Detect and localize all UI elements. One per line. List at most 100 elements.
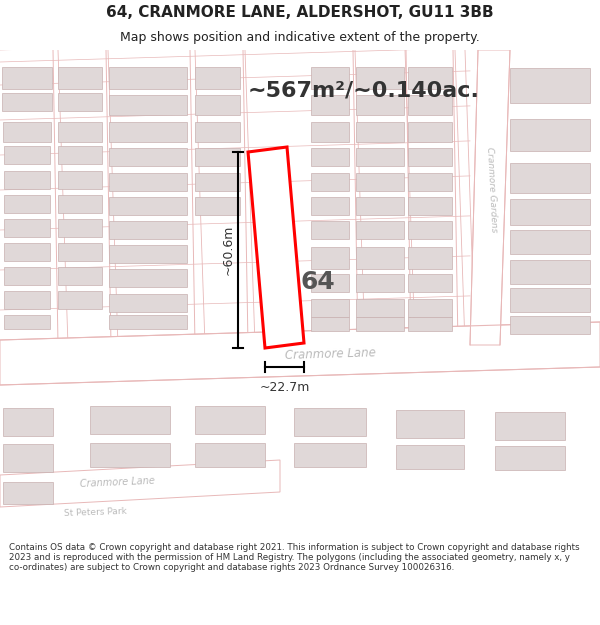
Text: 64, CRANMORE LANE, ALDERSHOT, GU11 3BB: 64, CRANMORE LANE, ALDERSHOT, GU11 3BB <box>106 5 494 20</box>
Bar <box>408 221 452 239</box>
Bar <box>3 482 53 504</box>
Bar <box>58 67 102 89</box>
Bar <box>356 67 404 89</box>
Bar <box>90 443 170 467</box>
Bar <box>109 245 187 263</box>
Bar <box>356 221 404 239</box>
Bar <box>109 294 187 312</box>
Polygon shape <box>0 460 280 507</box>
Bar <box>194 173 239 191</box>
Bar <box>510 288 590 312</box>
Bar <box>58 267 102 285</box>
Bar <box>510 260 590 284</box>
Bar <box>311 148 349 166</box>
Bar <box>294 408 366 436</box>
Bar <box>109 148 187 166</box>
Text: Map shows position and indicative extent of the property.: Map shows position and indicative extent… <box>120 31 480 44</box>
Bar <box>356 173 404 191</box>
Text: Contains OS data © Crown copyright and database right 2021. This information is : Contains OS data © Crown copyright and d… <box>9 542 580 572</box>
Bar <box>408 122 452 142</box>
Bar <box>109 122 187 142</box>
Bar <box>408 317 452 331</box>
Bar <box>109 173 187 191</box>
Bar <box>510 199 590 225</box>
Bar <box>194 67 239 89</box>
Bar <box>58 195 102 213</box>
Bar <box>356 299 404 317</box>
Bar <box>195 406 265 434</box>
Bar <box>58 219 102 237</box>
Bar <box>408 95 452 115</box>
Bar <box>311 247 349 269</box>
Bar <box>311 299 349 317</box>
Bar <box>3 444 53 472</box>
Bar <box>58 146 102 164</box>
Bar <box>396 445 464 469</box>
Bar <box>194 95 239 115</box>
Text: St Peters Park: St Peters Park <box>64 506 127 518</box>
Bar <box>194 148 239 166</box>
Bar <box>510 163 590 193</box>
Bar <box>510 68 590 102</box>
Bar <box>109 197 187 215</box>
Bar <box>2 93 52 111</box>
Bar <box>58 122 102 142</box>
Bar <box>4 291 50 309</box>
Bar <box>294 443 366 467</box>
Polygon shape <box>470 50 510 345</box>
Bar <box>4 171 50 189</box>
Bar <box>311 67 349 89</box>
Bar <box>510 230 590 254</box>
Bar <box>58 291 102 309</box>
Bar <box>4 267 50 285</box>
Bar <box>3 408 53 436</box>
Bar <box>356 274 404 292</box>
Bar <box>408 148 452 166</box>
Bar <box>2 67 52 89</box>
Bar <box>109 269 187 287</box>
Bar <box>396 410 464 438</box>
Text: Cranmore Gardens: Cranmore Gardens <box>485 147 499 233</box>
Bar <box>4 195 50 213</box>
Bar <box>311 122 349 142</box>
Bar <box>311 95 349 115</box>
Bar <box>58 243 102 261</box>
Bar <box>495 412 565 440</box>
Bar <box>109 221 187 239</box>
Polygon shape <box>0 322 600 385</box>
Bar <box>194 122 239 142</box>
Bar <box>356 317 404 331</box>
Bar <box>356 95 404 115</box>
Bar <box>408 299 452 317</box>
Text: ~567m²/~0.140ac.: ~567m²/~0.140ac. <box>248 80 480 100</box>
Bar <box>109 95 187 115</box>
Bar <box>356 247 404 269</box>
Bar <box>356 148 404 166</box>
Bar <box>90 406 170 434</box>
Bar <box>58 93 102 111</box>
Text: Cranmore Lane: Cranmore Lane <box>80 476 155 489</box>
Bar <box>4 315 50 329</box>
Bar <box>356 197 404 215</box>
Bar <box>408 173 452 191</box>
Bar <box>109 67 187 89</box>
Bar <box>510 119 590 151</box>
Bar <box>510 316 590 334</box>
Bar <box>408 247 452 269</box>
Bar <box>194 197 239 215</box>
Bar <box>408 67 452 89</box>
Bar <box>58 171 102 189</box>
Bar <box>495 446 565 470</box>
Bar <box>311 197 349 215</box>
Bar <box>311 221 349 239</box>
Text: 64: 64 <box>301 270 335 294</box>
Bar <box>3 122 51 142</box>
Text: ~60.6m: ~60.6m <box>221 225 235 275</box>
Bar <box>311 274 349 292</box>
Text: Cranmore Lane: Cranmore Lane <box>284 346 376 362</box>
Bar <box>109 315 187 329</box>
Polygon shape <box>248 147 304 348</box>
Text: ~22.7m: ~22.7m <box>259 381 310 394</box>
Bar <box>408 274 452 292</box>
Bar <box>408 197 452 215</box>
